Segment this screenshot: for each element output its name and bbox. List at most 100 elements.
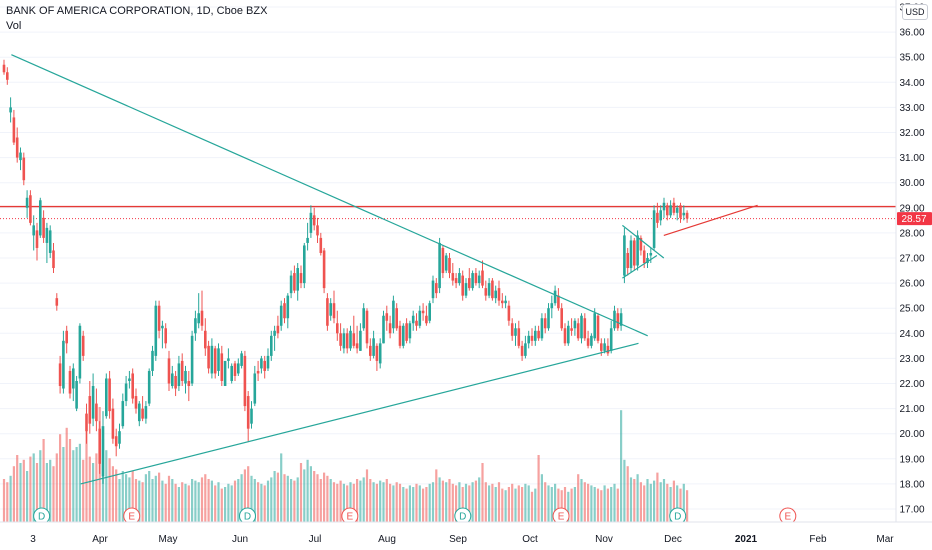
candle[interactable] bbox=[494, 285, 497, 304]
candle[interactable] bbox=[342, 328, 346, 354]
dividend-marker[interactable]: D bbox=[669, 507, 687, 525]
candle[interactable] bbox=[468, 268, 471, 291]
candle[interactable] bbox=[75, 375, 78, 412]
candle[interactable] bbox=[666, 202, 669, 221]
candle[interactable] bbox=[332, 290, 336, 324]
candle[interactable] bbox=[593, 308, 596, 341]
candle[interactable] bbox=[213, 345, 217, 379]
candle[interactable] bbox=[237, 358, 240, 376]
candle[interactable] bbox=[68, 365, 72, 399]
candle[interactable] bbox=[352, 315, 356, 349]
candle[interactable] bbox=[662, 197, 666, 218]
candle[interactable] bbox=[91, 373, 95, 427]
candle[interactable] bbox=[29, 190, 32, 226]
candle[interactable] bbox=[411, 310, 415, 331]
candle[interactable] bbox=[121, 393, 125, 429]
candle[interactable] bbox=[101, 411, 105, 484]
candle[interactable] bbox=[431, 275, 435, 304]
candle[interactable] bbox=[141, 396, 144, 422]
candle[interactable] bbox=[454, 273, 458, 289]
candle[interactable] bbox=[382, 310, 385, 344]
candle[interactable] bbox=[52, 242, 55, 274]
candle[interactable] bbox=[633, 237, 636, 271]
trendline-ascending[interactable] bbox=[80, 342, 639, 485]
candle[interactable] bbox=[279, 300, 283, 331]
candle[interactable] bbox=[550, 295, 554, 319]
candle[interactable] bbox=[355, 325, 359, 354]
candle[interactable] bbox=[517, 320, 521, 349]
candle[interactable] bbox=[448, 252, 451, 279]
candle[interactable] bbox=[177, 355, 181, 392]
candle[interactable] bbox=[524, 335, 527, 359]
candle[interactable] bbox=[167, 350, 171, 392]
candle[interactable] bbox=[131, 368, 134, 404]
candle[interactable] bbox=[458, 268, 461, 286]
candle[interactable] bbox=[184, 365, 187, 394]
candle[interactable] bbox=[35, 222, 39, 261]
candle[interactable] bbox=[227, 348, 230, 369]
currency-button[interactable]: USD bbox=[902, 4, 928, 20]
candle[interactable] bbox=[510, 318, 514, 341]
candle[interactable] bbox=[6, 67, 9, 85]
candle[interactable] bbox=[444, 252, 448, 274]
candle[interactable] bbox=[293, 265, 296, 294]
candle[interactable] bbox=[111, 398, 115, 444]
candle[interactable] bbox=[543, 313, 547, 334]
candle[interactable] bbox=[672, 197, 676, 216]
candle[interactable] bbox=[491, 278, 494, 301]
candle[interactable] bbox=[42, 210, 45, 243]
candle[interactable] bbox=[563, 323, 567, 346]
trendline-flag-upper[interactable] bbox=[622, 224, 665, 259]
candle[interactable] bbox=[85, 403, 88, 444]
candle[interactable] bbox=[124, 375, 128, 407]
candle[interactable] bbox=[629, 235, 633, 274]
candle[interactable] bbox=[207, 340, 210, 374]
candle[interactable] bbox=[22, 152, 26, 186]
candle[interactable] bbox=[402, 323, 405, 349]
candle[interactable] bbox=[682, 205, 686, 221]
candle[interactable] bbox=[616, 308, 620, 331]
candle[interactable] bbox=[250, 401, 253, 429]
candle[interactable] bbox=[425, 305, 428, 326]
candle[interactable] bbox=[303, 242, 306, 289]
earnings-marker[interactable]: E bbox=[552, 507, 570, 525]
candle[interactable] bbox=[200, 290, 204, 331]
candle[interactable] bbox=[395, 303, 398, 331]
candle[interactable] bbox=[507, 300, 511, 326]
candle[interactable] bbox=[197, 293, 200, 329]
candle[interactable] bbox=[233, 360, 237, 381]
candle[interactable] bbox=[270, 330, 273, 361]
candle[interactable] bbox=[418, 305, 422, 329]
candle[interactable] bbox=[586, 330, 590, 349]
candle[interactable] bbox=[138, 401, 141, 427]
candle[interactable] bbox=[481, 260, 484, 289]
candle[interactable] bbox=[659, 205, 662, 226]
candle[interactable] bbox=[527, 330, 530, 349]
candle[interactable] bbox=[243, 350, 247, 412]
candle[interactable] bbox=[375, 343, 379, 371]
candle[interactable] bbox=[190, 330, 194, 387]
candle[interactable] bbox=[345, 328, 349, 354]
candle[interactable] bbox=[263, 355, 266, 379]
candle[interactable] bbox=[609, 320, 613, 354]
candle[interactable] bbox=[520, 340, 524, 361]
candle[interactable] bbox=[15, 127, 19, 163]
candle[interactable] bbox=[312, 207, 316, 231]
candle[interactable] bbox=[306, 222, 309, 251]
candle[interactable] bbox=[210, 338, 214, 379]
candle[interactable] bbox=[590, 333, 593, 349]
candle[interactable] bbox=[547, 303, 550, 331]
candle[interactable] bbox=[656, 202, 659, 228]
candle[interactable] bbox=[194, 310, 197, 341]
candle[interactable] bbox=[266, 348, 270, 371]
candle[interactable] bbox=[557, 288, 560, 311]
candle[interactable] bbox=[48, 225, 52, 258]
candle[interactable] bbox=[260, 355, 263, 374]
candle[interactable] bbox=[157, 300, 161, 339]
candle[interactable] bbox=[144, 401, 148, 424]
candle[interactable] bbox=[474, 268, 478, 286]
candle[interactable] bbox=[2, 59, 6, 75]
candle[interactable] bbox=[326, 293, 329, 331]
candle[interactable] bbox=[534, 325, 537, 346]
candle[interactable] bbox=[161, 320, 164, 349]
